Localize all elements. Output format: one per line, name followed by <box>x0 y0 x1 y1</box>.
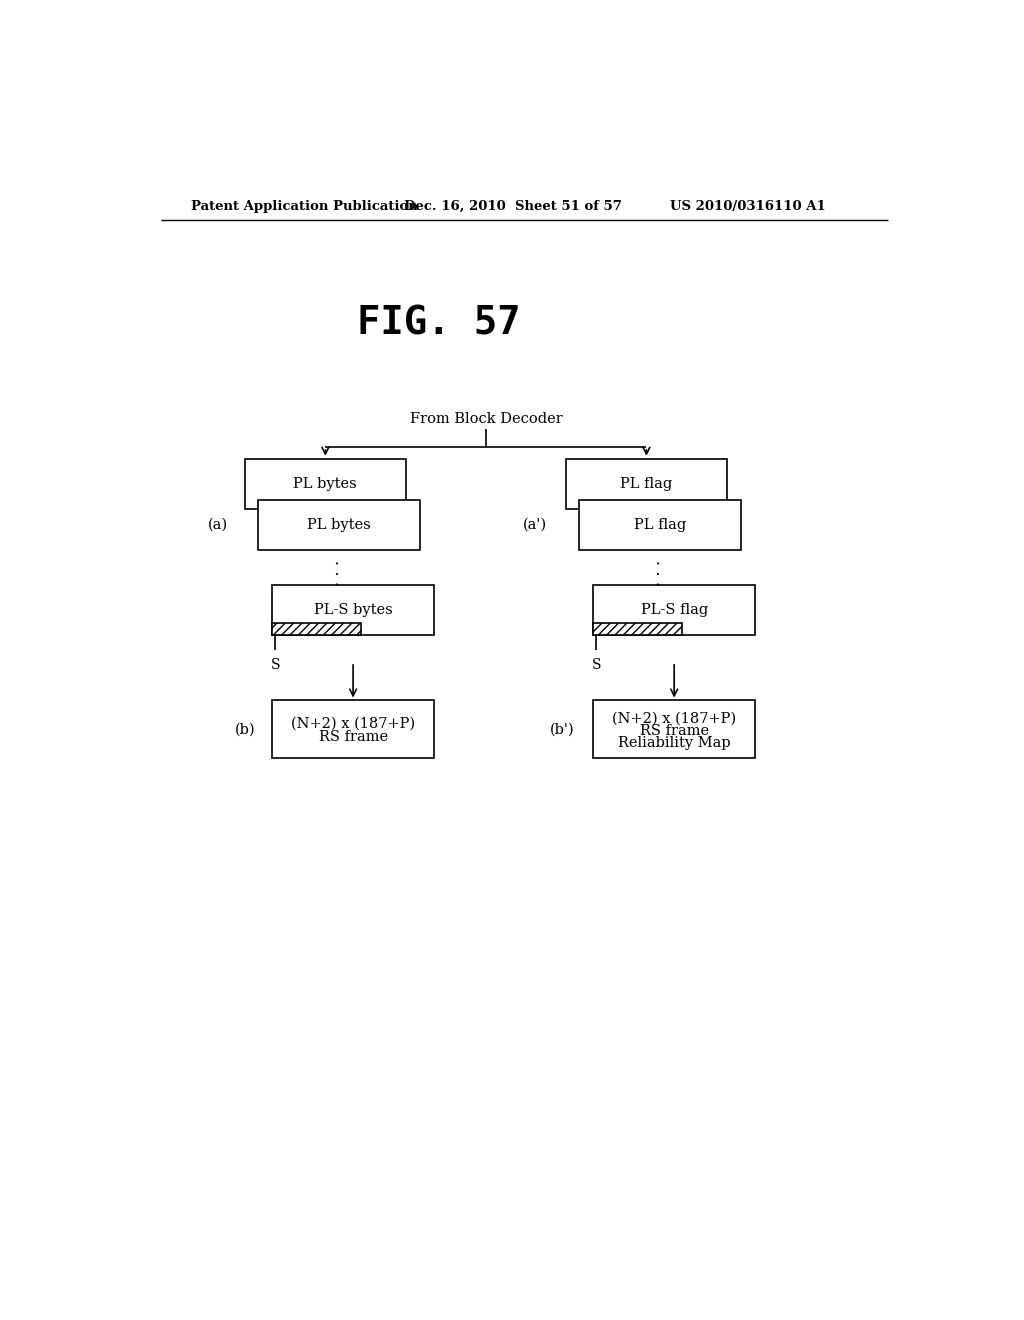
Bar <box>593 585 755 635</box>
Text: S: S <box>270 659 281 672</box>
Bar <box>272 701 434 758</box>
Text: US 2010/0316110 A1: US 2010/0316110 A1 <box>670 199 825 213</box>
Text: S: S <box>592 659 601 672</box>
Text: Reliability Map: Reliability Map <box>617 737 730 750</box>
Bar <box>272 623 360 635</box>
Text: RS frame: RS frame <box>318 730 388 744</box>
Text: From Block Decoder: From Block Decoder <box>410 412 562 425</box>
Text: (b'): (b') <box>550 722 574 737</box>
Text: PL flag: PL flag <box>634 517 686 532</box>
Bar <box>593 701 755 758</box>
Text: Patent Application Publication: Patent Application Publication <box>190 199 418 213</box>
Text: PL-S flag: PL-S flag <box>641 603 708 616</box>
Text: RS frame: RS frame <box>640 723 709 738</box>
Text: (a): (a) <box>208 517 227 532</box>
Text: PL bytes: PL bytes <box>294 477 357 491</box>
Text: PL-S bytes: PL-S bytes <box>313 603 392 616</box>
Text: · · ·: · · · <box>331 560 348 586</box>
Text: · · ·: · · · <box>652 560 669 586</box>
Text: Dec. 16, 2010  Sheet 51 of 57: Dec. 16, 2010 Sheet 51 of 57 <box>403 199 622 213</box>
Text: FIG. 57: FIG. 57 <box>356 305 520 343</box>
Bar <box>272 585 434 635</box>
Bar <box>258 499 420 549</box>
Text: (N+2) x (187+P): (N+2) x (187+P) <box>291 717 415 730</box>
Bar <box>245 459 407 508</box>
Text: (a'): (a') <box>522 517 547 532</box>
Bar <box>593 623 682 635</box>
Text: PL flag: PL flag <box>621 477 673 491</box>
Bar <box>565 459 727 508</box>
Text: PL bytes: PL bytes <box>307 517 371 532</box>
Bar <box>580 499 741 549</box>
Text: (b): (b) <box>234 722 256 737</box>
Text: (N+2) x (187+P): (N+2) x (187+P) <box>612 711 736 726</box>
